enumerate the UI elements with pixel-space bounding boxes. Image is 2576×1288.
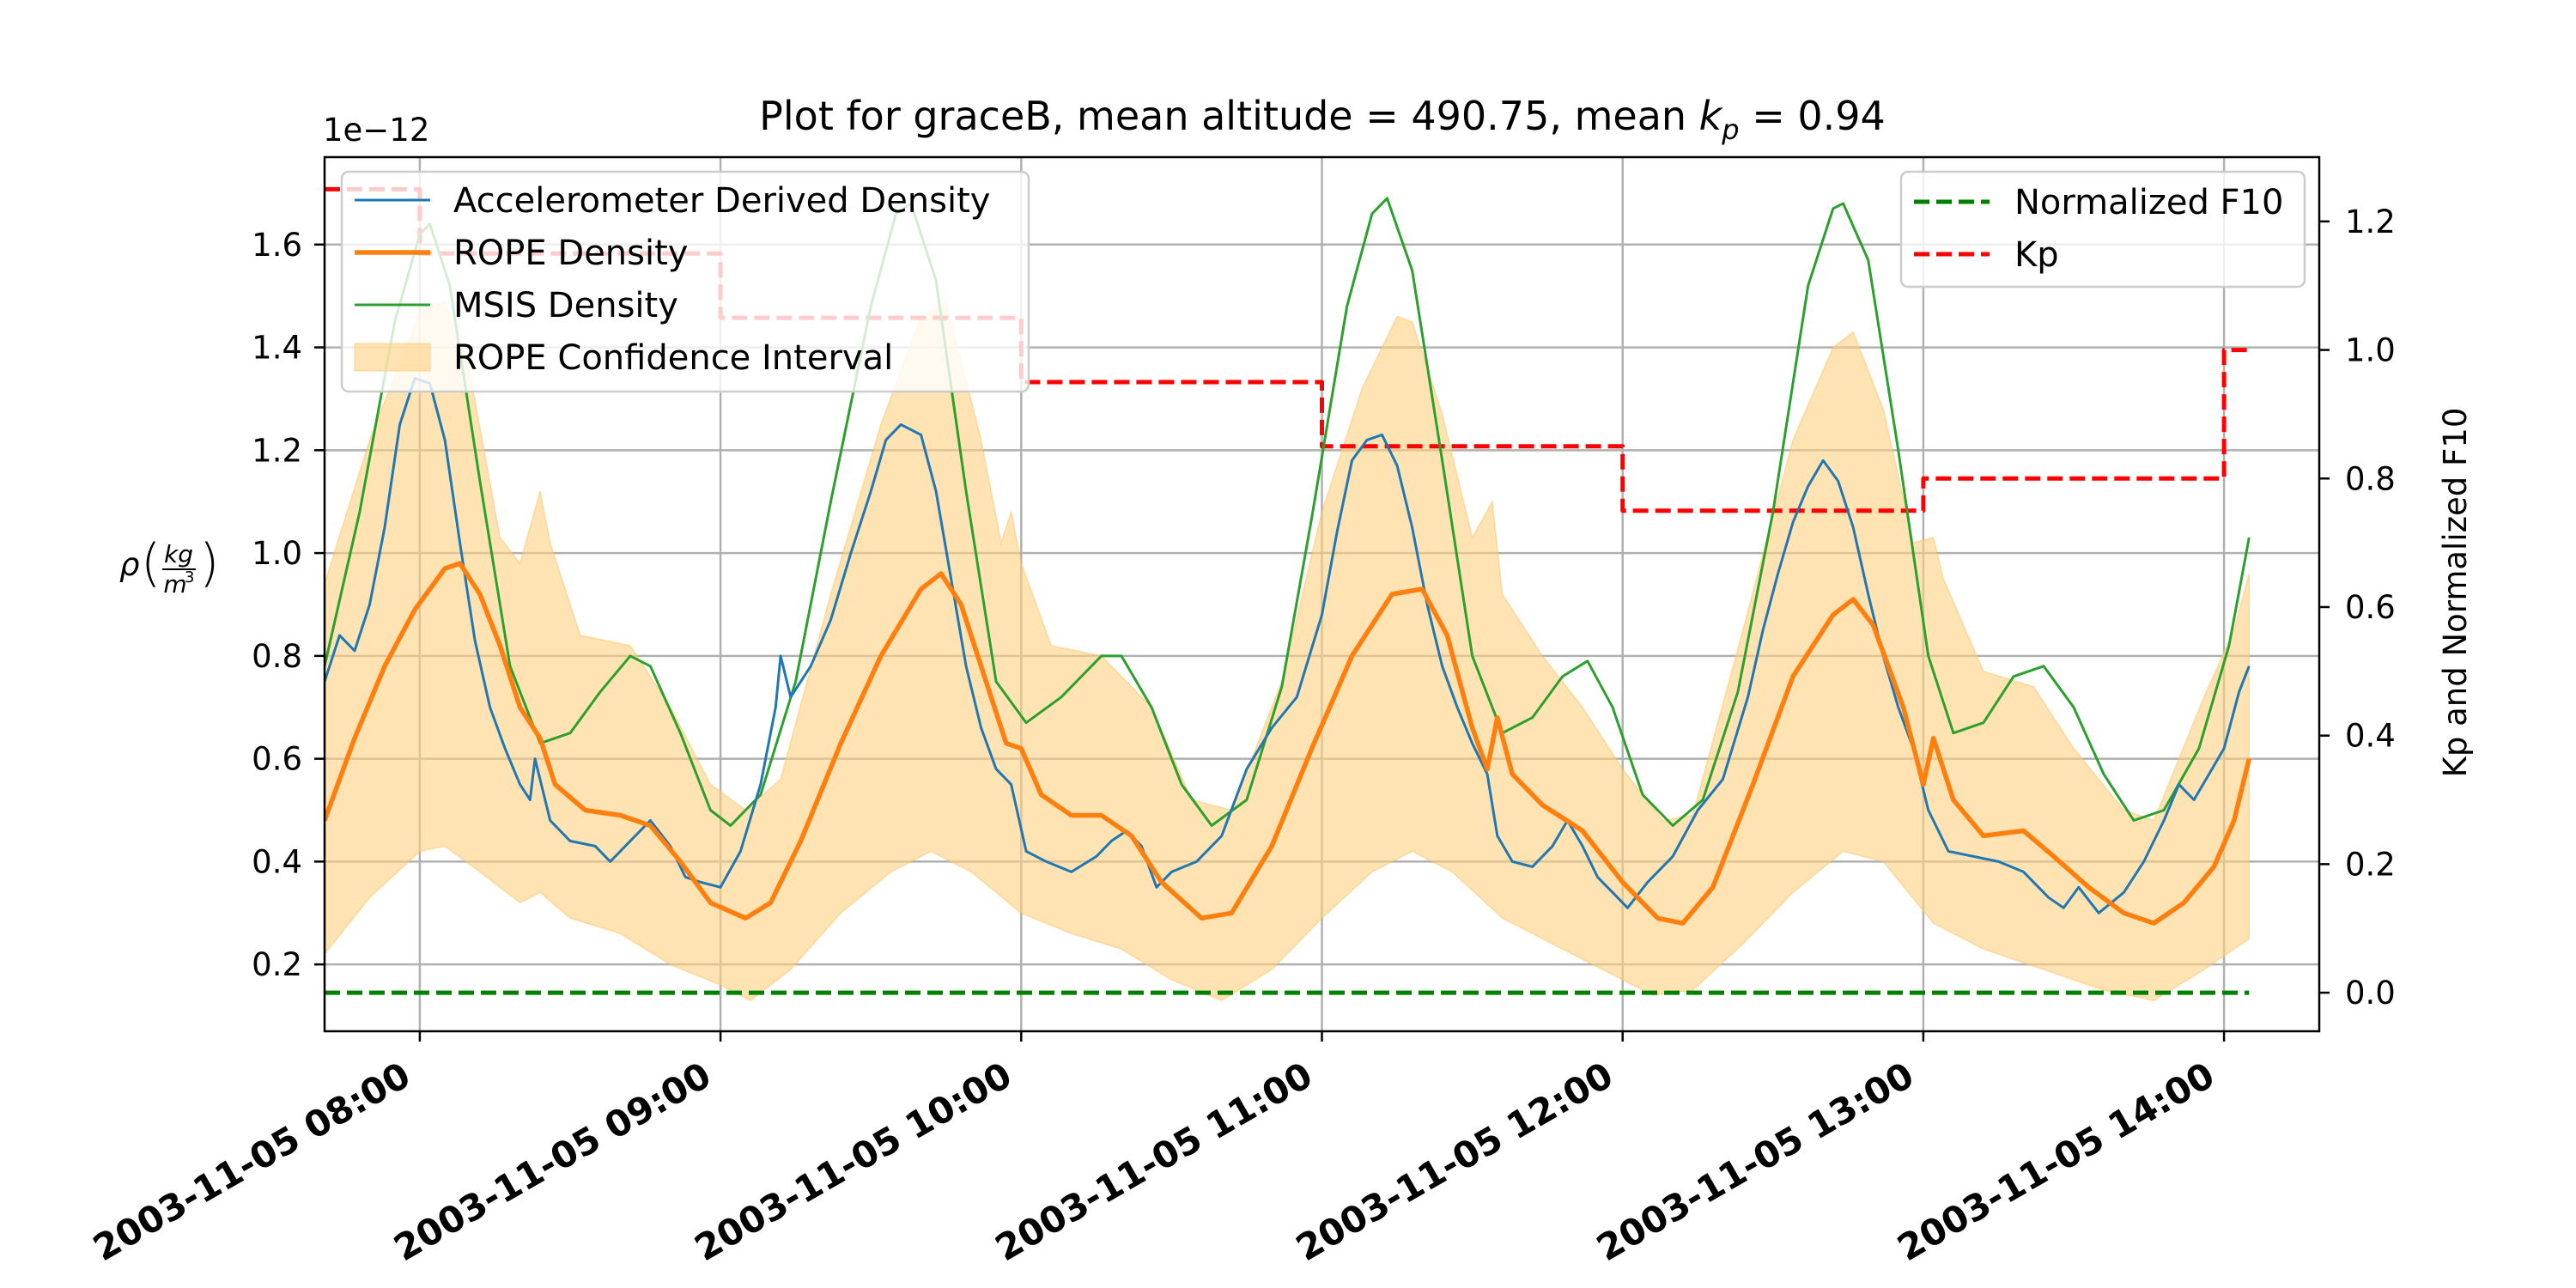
y-left-offset-text: 1e−12 [323, 112, 429, 149]
y-left-label: ρ ( kg m 3 ) [119, 533, 219, 598]
series-rope-density [325, 561, 2251, 926]
y-left-tick-label: 0.2 [252, 946, 302, 983]
y-left-tick-label: 0.8 [252, 638, 302, 675]
y-left-tick-label: 1.4 [252, 330, 302, 367]
y-left-tick-label: 1.0 [252, 535, 302, 572]
y-left-tick-label: 0.6 [252, 741, 302, 778]
y-right-label: Kp and Normalized F10 [2437, 408, 2474, 778]
legend-label-f10: Normalized F10 [2014, 183, 2283, 222]
legend-left: Accelerometer Derived Density ROPE Densi… [340, 170, 1030, 393]
legend-right: Normalized F10 Kp [1899, 170, 2306, 289]
legend-label-accelerometer: Accelerometer Derived Density [453, 181, 990, 221]
y-right-tick-label: 1.2 [2345, 204, 2396, 240]
y-right-tick-label: 0.0 [2345, 975, 2396, 1012]
series-accelerometer-density [325, 377, 2251, 914]
legend-left-box [340, 170, 1030, 393]
y-right-tick-label: 1.0 [2345, 332, 2396, 369]
y-right-tick-label: 0.8 [2345, 460, 2396, 497]
legend-label-confidence: ROPE Confidence Interval [453, 338, 893, 378]
svg-text:): ) [199, 533, 219, 593]
legend-label-rope: ROPE Density [453, 234, 688, 273]
y-right-tick-label: 0.4 [2345, 718, 2396, 755]
svg-text:ρ: ρ [119, 546, 140, 583]
series-msis-density [325, 197, 2251, 827]
legend-right-box [1899, 170, 2306, 289]
y-left-tick-label: 0.4 [252, 843, 302, 880]
series-kp [325, 186, 2250, 513]
legend-label-msis: MSIS Density [453, 286, 678, 325]
svg-text:3: 3 [185, 568, 194, 586]
svg-text:(: ( [141, 533, 161, 593]
legend-swatch-confidence [354, 343, 431, 372]
svg-text:kg: kg [164, 540, 193, 568]
plot-area [325, 186, 2251, 1001]
y-right-tick-label: 0.2 [2345, 846, 2396, 883]
chart-title: Plot for graceB, mean altitude = 490.75,… [759, 93, 1886, 146]
svg-text:m: m [163, 570, 186, 598]
y-right-tick-label: 0.6 [2345, 589, 2396, 626]
legend-label-kp: Kp [2014, 235, 2059, 275]
y-axis-left: 0.2 0.4 0.6 0.8 1.0 1.2 1.4 1.6 [252, 227, 325, 983]
y-left-tick-label: 1.2 [252, 432, 302, 469]
y-axis-right: 0.0 0.2 0.4 0.6 0.8 1.0 1.2 [2319, 204, 2396, 1012]
y-left-tick-label: 1.6 [252, 227, 302, 264]
